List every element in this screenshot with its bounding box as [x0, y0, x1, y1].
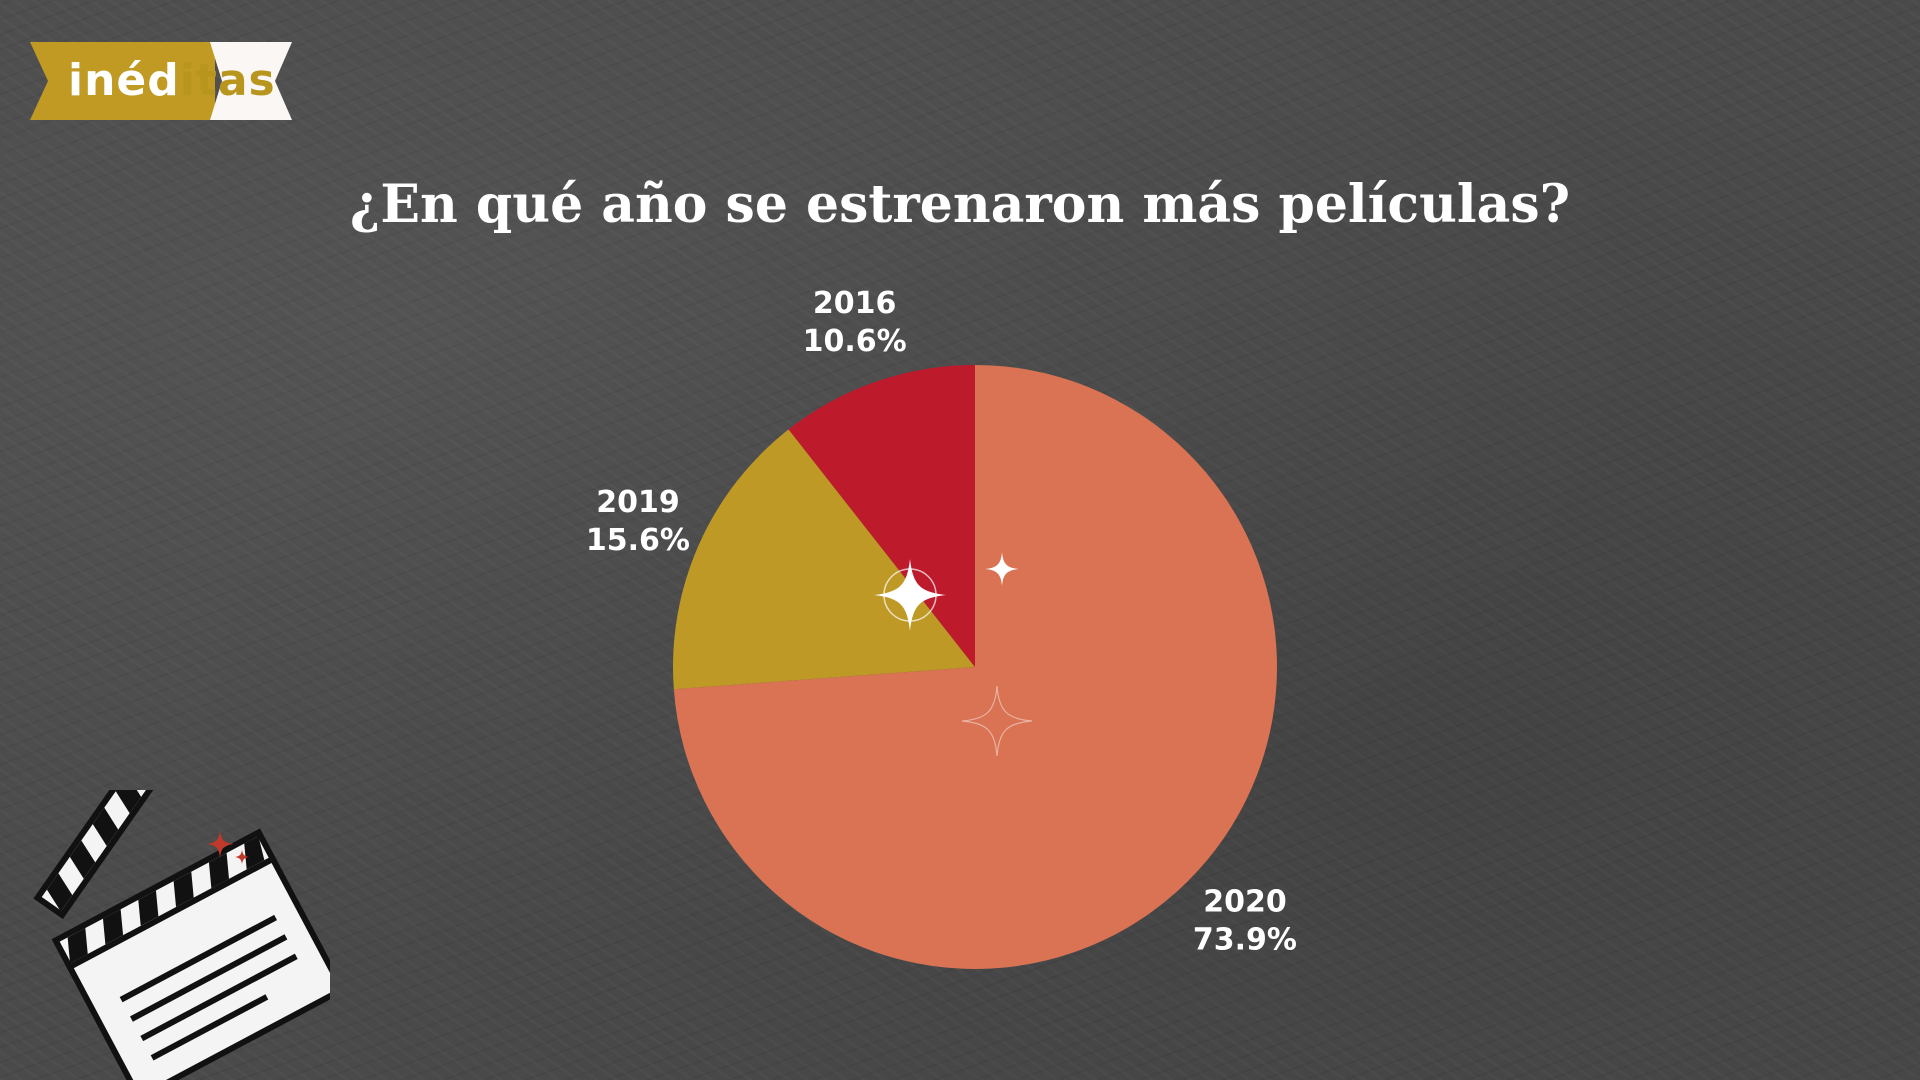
- four-point-star-icon: [874, 559, 946, 631]
- logo-text: inéditas: [68, 55, 276, 106]
- logo-banner: inéditas: [30, 42, 292, 120]
- pie-slice-2019: [672, 429, 975, 690]
- slice-value-label: 73.9%: [1193, 923, 1297, 958]
- clapperboard-icon: [33, 790, 330, 1080]
- pie-slice-2020: [673, 365, 1277, 969]
- slice-value-label: 15.6%: [586, 523, 690, 558]
- slice-category-label: 2019: [596, 485, 680, 520]
- slice-category-label: 2016: [813, 286, 897, 321]
- slice-value-label: 10.6%: [803, 324, 907, 359]
- pie-slices: [672, 365, 1277, 969]
- small-star-icon: [985, 552, 1019, 586]
- faint-star-icon: [962, 686, 1032, 756]
- ribbon-banner-icon: [30, 42, 292, 120]
- slice-category-label: 2020: [1203, 885, 1287, 920]
- chart-title: ¿En qué año se estrenaron más películas?: [349, 174, 1571, 235]
